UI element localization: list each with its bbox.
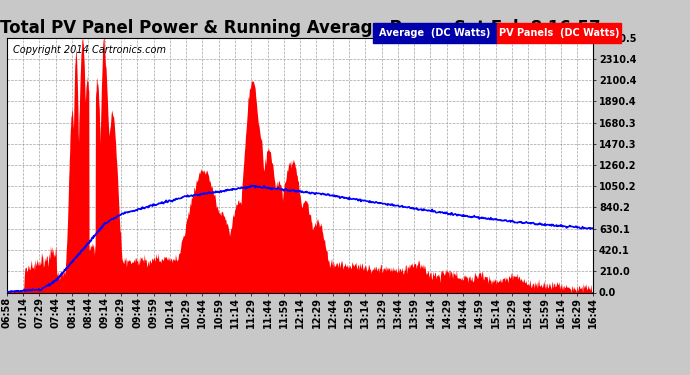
Text: PV Panels  (DC Watts): PV Panels (DC Watts) (499, 28, 619, 38)
Text: Copyright 2014 Cartronics.com: Copyright 2014 Cartronics.com (13, 45, 166, 55)
Text: Average  (DC Watts): Average (DC Watts) (379, 28, 491, 38)
Bar (373, 22, 497, 43)
Title: Total PV Panel Power & Running Average Power Sat Feb 8 16:57: Total PV Panel Power & Running Average P… (0, 20, 600, 38)
Bar (497, 22, 621, 43)
